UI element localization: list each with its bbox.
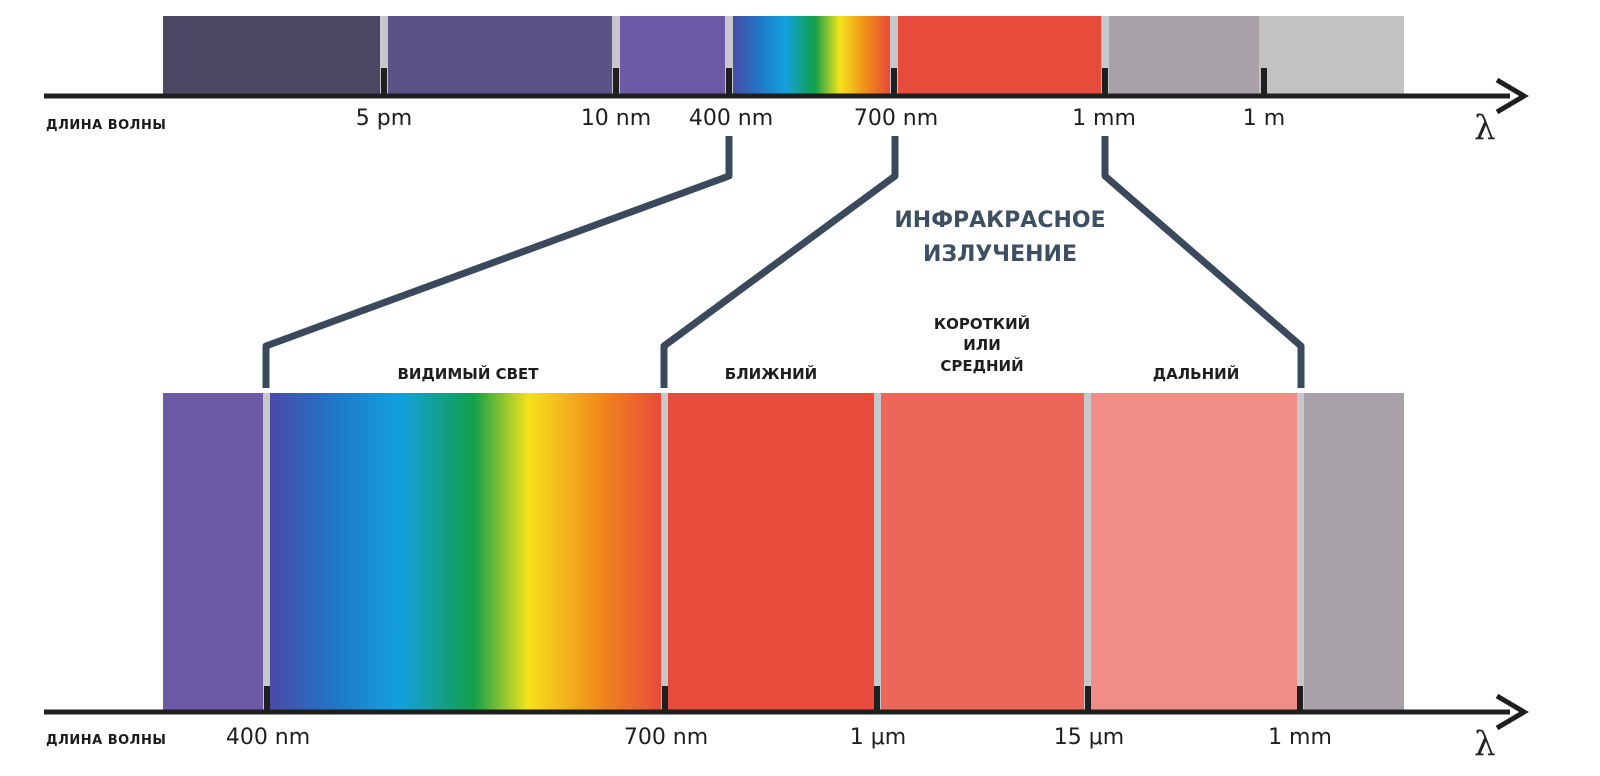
band-ultraviolet (620, 16, 725, 94)
separator (874, 393, 881, 711)
band-short-mid-ir (881, 393, 1084, 711)
infrared-title-line: ИНФРАКРАСНОЕ (894, 208, 1106, 233)
lambda-symbol: λ (1474, 724, 1496, 764)
tick-mark (891, 68, 897, 94)
tick-mark (1085, 686, 1091, 711)
band-label-near: БЛИЖНИЙ (724, 365, 818, 383)
band-microwave-bottom (1304, 393, 1404, 711)
tick-mark (874, 686, 880, 711)
top-axis-caption: ДЛИНА ВОЛНЫ (46, 118, 167, 133)
top-tick-label: 700 nm (853, 106, 939, 131)
separator (661, 393, 668, 711)
arrow-head (1495, 77, 1529, 115)
arrow-head (1495, 693, 1529, 731)
separator (612, 16, 620, 94)
tick-mark (1102, 68, 1108, 94)
bottom-axis (44, 693, 1529, 731)
band-gamma (163, 16, 380, 94)
tick-mark (613, 68, 619, 94)
band-label-line: ИЛИ (963, 336, 1001, 354)
infrared-title-line: ИЗЛУЧЕНИЕ (923, 242, 1077, 267)
separator (1084, 393, 1091, 711)
top-tick-label: 1 m (1242, 106, 1286, 131)
tick-mark (381, 68, 387, 94)
separator (890, 16, 898, 94)
top-tick-label: 5 pm (355, 106, 413, 131)
band-xray (388, 16, 612, 94)
top-tick-label: 400 nm (688, 106, 774, 131)
bottom-tick-label: 1 μm (849, 725, 907, 750)
band-label-line: СРЕДНИЙ (940, 357, 1024, 375)
band-infrared-top (898, 16, 1101, 94)
zoom-connectors (262, 136, 1305, 388)
band-ultraviolet-bottom (163, 393, 263, 711)
band-label-far: ДАЛЬНИЙ (1152, 365, 1240, 383)
connector-1mm (1101, 136, 1305, 388)
top-axis (44, 77, 1529, 115)
tick-mark (1297, 686, 1303, 711)
top-tick-label: 1 mm (1072, 106, 1136, 131)
separator (1297, 393, 1304, 711)
top-tick-label: 10 nm (580, 106, 652, 131)
tick-mark (1261, 68, 1267, 94)
top-spectrum-bar (163, 16, 1404, 94)
separator (263, 393, 270, 711)
bottom-axis-caption: ДЛИНА ВОЛНЫ (46, 733, 167, 748)
band-visible-top (733, 16, 890, 94)
tick-mark (726, 68, 732, 94)
tick-mark (264, 686, 270, 711)
connector-700nm (660, 136, 899, 388)
band-label-short-mid: КОРОТКИЙ ИЛИ СРЕДНИЙ (934, 314, 1030, 377)
infrared-title: ИНФРАКРАСНОЕ ИЗЛУЧЕНИЕ (894, 204, 1105, 272)
band-radio (1259, 16, 1404, 94)
band-near-ir (668, 393, 874, 711)
band-microwave (1109, 16, 1259, 94)
bottom-spectrum-bar (163, 393, 1404, 711)
band-visible-bottom (270, 393, 661, 711)
band-label-visible: ВИДИМЫЙ СВЕТ (397, 365, 539, 383)
bottom-tick-label: 400 nm (225, 725, 311, 750)
separator (380, 16, 388, 94)
lambda-symbol: λ (1474, 108, 1496, 148)
connector-400nm (262, 136, 733, 388)
bottom-tick-label: 700 nm (623, 725, 709, 750)
bottom-tick-label: 1 mm (1268, 725, 1332, 750)
tick-mark (662, 686, 668, 711)
bottom-tick-label: 15 μm (1053, 725, 1125, 750)
band-far-ir (1091, 393, 1297, 711)
separator (725, 16, 733, 94)
band-label-line: КОРОТКИЙ (933, 315, 1031, 333)
separator (1101, 16, 1109, 94)
